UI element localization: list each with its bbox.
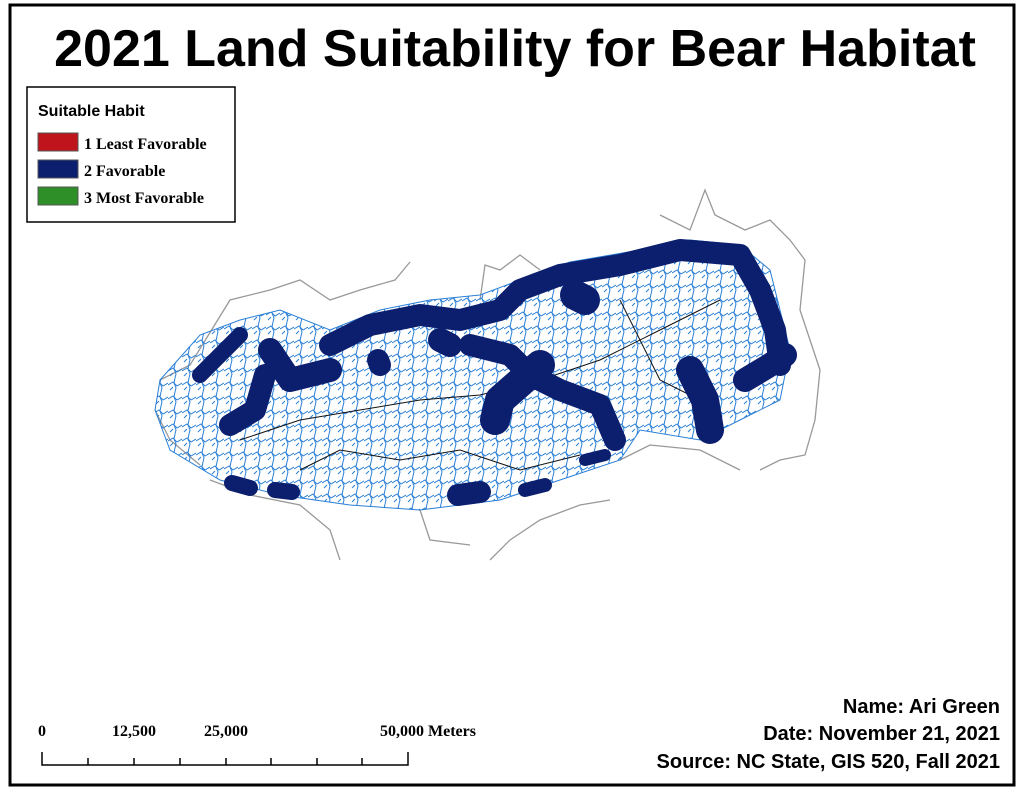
credit-line: Name: Ari Green bbox=[843, 696, 1000, 718]
credit-line: Source: NC State, GIS 520, Fall 2021 bbox=[657, 751, 1000, 773]
credits: Name: Ari Green Date: November 21, 2021 … bbox=[657, 696, 1000, 773]
scale-label: 0 bbox=[38, 723, 46, 740]
legend-label: 1 Least Favorable bbox=[84, 136, 207, 153]
credit-line: Date: November 21, 2021 bbox=[763, 723, 1000, 745]
trails bbox=[239, 299, 721, 471]
scale-label: 50,000 Meters bbox=[380, 723, 476, 740]
scale-label: 12,500 bbox=[112, 723, 156, 740]
habitat-favorable bbox=[192, 239, 797, 506]
legend-swatch bbox=[37, 186, 79, 206]
scale-bar-line bbox=[41, 752, 409, 766]
scale-label: 25,000 bbox=[204, 723, 248, 740]
scale-bar: 0 12,500 25,000 50,000 Meters bbox=[38, 723, 476, 766]
legend-label: 3 Most Favorable bbox=[84, 190, 204, 207]
legend-label: 2 Favorable bbox=[84, 163, 165, 180]
legend: Suitable Habit 1 Least Favorable 2 Favor… bbox=[26, 86, 236, 223]
map bbox=[154, 188, 821, 561]
legend-title: Suitable Habit bbox=[38, 103, 145, 120]
map-title: 2021 Land Suitability for Bear Habitat bbox=[54, 20, 976, 78]
legend-swatch bbox=[37, 132, 79, 152]
legend-swatch bbox=[37, 159, 79, 179]
